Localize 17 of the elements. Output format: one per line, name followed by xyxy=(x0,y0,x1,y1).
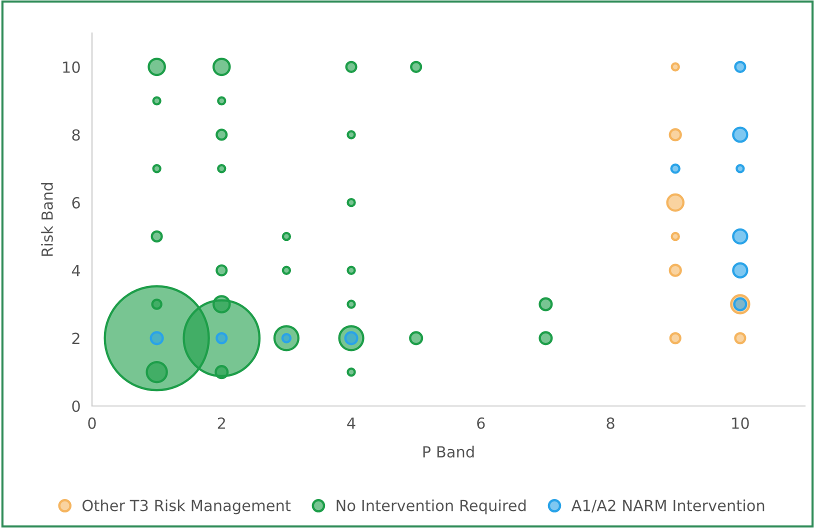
y-tick-label: 8 xyxy=(72,129,80,141)
x-tick-label: 2 xyxy=(218,417,225,429)
y-tick-label: 0 xyxy=(72,400,80,412)
legend-label: Other T3 Risk Management xyxy=(82,499,291,514)
x-tick-label: 0 xyxy=(88,417,96,429)
x-axis-title: P Band xyxy=(423,446,474,458)
x-tick-label: 8 xyxy=(606,417,614,429)
x-tick-label: 4 xyxy=(347,418,356,429)
y-tick-label: 4 xyxy=(72,265,80,276)
x-tick-label: 10 xyxy=(732,417,749,429)
x-tick-label: 6 xyxy=(477,417,485,429)
y-tick-label: 2 xyxy=(72,332,80,344)
y-axis-title: Risk Band xyxy=(41,183,53,256)
y-tick-label: 10 xyxy=(63,61,80,73)
legend-label: No Intervention Required xyxy=(336,499,526,514)
legend-label: A1/A2 NARM Intervention xyxy=(571,499,764,512)
y-tick-label: 6 xyxy=(72,197,80,209)
